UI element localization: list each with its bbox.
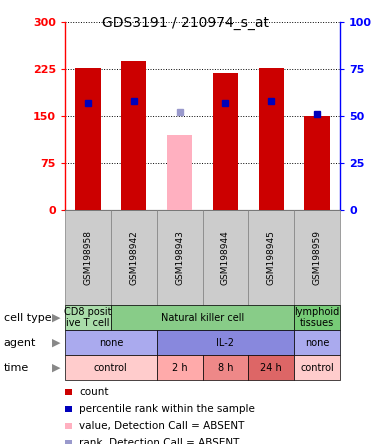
Text: GSM198959: GSM198959 (313, 230, 322, 285)
Bar (259, 68, 284, 210)
Text: 8 h: 8 h (218, 362, 233, 373)
Text: GSM198942: GSM198942 (129, 230, 138, 285)
Text: ▶: ▶ (52, 313, 60, 322)
Bar (75, 68, 101, 210)
Text: IL-2: IL-2 (216, 337, 234, 348)
Text: none: none (99, 337, 123, 348)
Text: ▶: ▶ (52, 362, 60, 373)
Text: time: time (4, 362, 29, 373)
Text: GDS3191 / 210974_s_at: GDS3191 / 210974_s_at (102, 16, 269, 30)
Text: none: none (305, 337, 329, 348)
Bar (121, 61, 146, 210)
Text: GSM198945: GSM198945 (267, 230, 276, 285)
Text: GSM198958: GSM198958 (83, 230, 92, 285)
Text: GSM198944: GSM198944 (221, 230, 230, 285)
Bar (167, 135, 192, 210)
Text: value, Detection Call = ABSENT: value, Detection Call = ABSENT (79, 421, 244, 431)
Text: rank, Detection Call = ABSENT: rank, Detection Call = ABSENT (79, 438, 239, 444)
Text: 2 h: 2 h (172, 362, 187, 373)
Text: lymphoid
tissues: lymphoid tissues (295, 307, 340, 328)
Text: GSM198943: GSM198943 (175, 230, 184, 285)
Text: Natural killer cell: Natural killer cell (161, 313, 244, 322)
Text: count: count (79, 387, 109, 397)
Text: CD8 posit
ive T cell: CD8 posit ive T cell (64, 307, 112, 328)
Text: cell type: cell type (4, 313, 51, 322)
Text: 24 h: 24 h (260, 362, 282, 373)
Bar (305, 116, 330, 210)
Text: control: control (94, 362, 128, 373)
Text: control: control (300, 362, 334, 373)
Text: ▶: ▶ (52, 337, 60, 348)
Text: agent: agent (4, 337, 36, 348)
Bar (213, 73, 238, 210)
Text: percentile rank within the sample: percentile rank within the sample (79, 404, 255, 414)
